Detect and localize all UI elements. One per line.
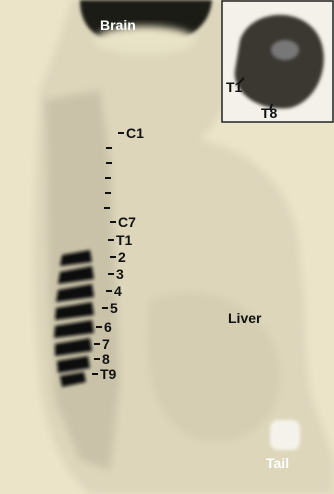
inset-label: T1 bbox=[226, 79, 243, 95]
vertebra-label: T1 bbox=[116, 232, 133, 248]
unlabeled-dashes bbox=[104, 147, 112, 209]
vertebra-label: 4 bbox=[114, 283, 122, 299]
vertebra-label: 6 bbox=[104, 319, 112, 335]
vertebra-label: T9 bbox=[100, 366, 117, 382]
inset-label: T8 bbox=[261, 105, 278, 121]
vertebra-label: 2 bbox=[118, 249, 126, 265]
inset: T1 T8 bbox=[221, 0, 334, 123]
embryo-section bbox=[33, 0, 334, 494]
vertebra-label: C7 bbox=[118, 214, 136, 230]
brain-label: Brain bbox=[100, 17, 136, 33]
vertebra-label: 3 bbox=[116, 266, 124, 282]
vertebra-label: 5 bbox=[110, 300, 118, 316]
vertebra-label: 8 bbox=[102, 351, 110, 367]
vertebra-label: C1 bbox=[126, 125, 144, 141]
vertebra-label: 7 bbox=[102, 336, 110, 352]
liver-label: Liver bbox=[228, 310, 262, 326]
tail-label: Tail bbox=[266, 455, 289, 471]
